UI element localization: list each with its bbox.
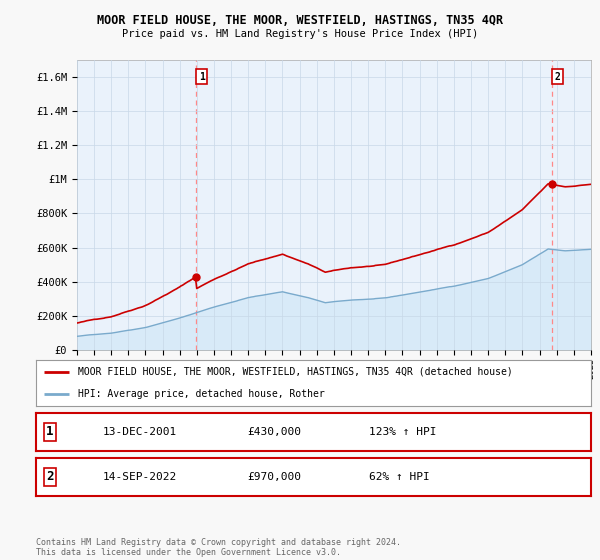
Text: 2: 2 <box>46 470 53 483</box>
Text: Price paid vs. HM Land Registry's House Price Index (HPI): Price paid vs. HM Land Registry's House … <box>122 29 478 39</box>
Text: 123% ↑ HPI: 123% ↑ HPI <box>369 427 437 437</box>
Text: 1: 1 <box>199 72 205 82</box>
Text: 62% ↑ HPI: 62% ↑ HPI <box>369 472 430 482</box>
Text: £970,000: £970,000 <box>247 472 301 482</box>
Text: 1: 1 <box>46 425 53 438</box>
Text: HPI: Average price, detached house, Rother: HPI: Average price, detached house, Roth… <box>77 389 325 399</box>
Text: 14-SEP-2022: 14-SEP-2022 <box>103 472 177 482</box>
Text: MOOR FIELD HOUSE, THE MOOR, WESTFIELD, HASTINGS, TN35 4QR (detached house): MOOR FIELD HOUSE, THE MOOR, WESTFIELD, H… <box>77 367 512 377</box>
Text: £430,000: £430,000 <box>247 427 301 437</box>
Text: Contains HM Land Registry data © Crown copyright and database right 2024.
This d: Contains HM Land Registry data © Crown c… <box>36 538 401 557</box>
Text: 13-DEC-2001: 13-DEC-2001 <box>103 427 177 437</box>
Text: MOOR FIELD HOUSE, THE MOOR, WESTFIELD, HASTINGS, TN35 4QR: MOOR FIELD HOUSE, THE MOOR, WESTFIELD, H… <box>97 14 503 27</box>
Text: 2: 2 <box>554 72 560 82</box>
